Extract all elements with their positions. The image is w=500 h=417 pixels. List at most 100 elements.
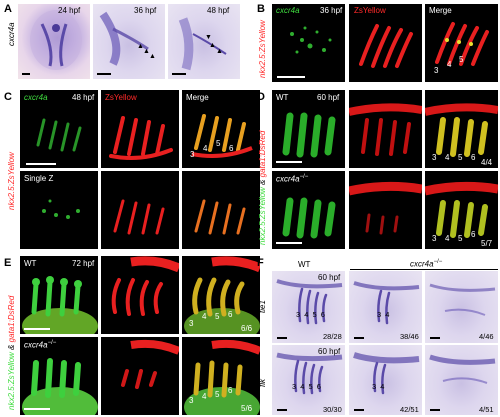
scale-bar [97,73,111,75]
embryo-staining [178,17,227,71]
genotype-label: cxcr4a−/− [276,174,309,184]
fluor-image-mut-merge [425,171,498,249]
arch-number: 3 [432,153,437,162]
ratio-label: 42/51 [400,405,419,414]
panel-letter: D [257,91,265,103]
embryo-staining [99,11,149,66]
arch-numbers: 3 4 [372,382,386,391]
scale-bar [277,76,305,78]
arrowhead-icon: ▲ [143,48,150,55]
scale-bar [24,408,50,410]
ratio-label: 4/4 [481,158,493,167]
time-label: 48 hpf [207,6,230,15]
time-label: 60 hpf [318,273,341,282]
scale-bar [172,73,186,75]
scale-bar [276,161,302,163]
arch-number: 3 [189,396,194,405]
red-signal [349,103,422,156]
ratio-label: 4/51 [479,405,494,414]
fluor-image-wt-green [20,256,98,334]
red-signal [121,339,179,389]
column-header-wt: WT [298,260,311,269]
panel-letter: C [4,91,12,103]
transgene-label: nkx2.5:ZsYellow [7,152,16,210]
green-signal [22,276,98,334]
merge-signal [194,199,246,235]
vessel-staining [276,279,343,325]
fluor-image-mut-green [272,171,345,249]
arch-number: 3 [434,66,439,75]
ratio-label: 30/30 [323,405,342,414]
fluor-image-merge-stack [182,90,260,168]
ish-image-48hpf [168,4,240,79]
merge-signal [435,22,489,66]
scale-bar [276,242,302,244]
arch-number: 5 [459,55,464,64]
channel-label: Merge [186,93,209,102]
time-label: 48 hpf [72,93,95,102]
arch-number: 4 [447,60,452,69]
channel-label: Merge [429,6,452,15]
time-label: 36 hpf [134,6,157,15]
genotype-label: WT [24,259,37,268]
channel-label: ZsYellow [105,93,137,102]
fluor-image-wt-merge [425,90,498,168]
fluor-image-green-stack [20,90,98,168]
fluor-image-green-singlez [20,171,98,249]
arch-number: 5 [215,312,220,321]
ish-image-flk-wt [272,345,345,415]
vessel-staining [353,352,420,395]
merge-signal [191,114,253,158]
arch-number: 6 [471,230,476,239]
red-signal [349,181,422,235]
vessel-staining [276,352,343,395]
arch-number: 3 [189,319,194,328]
ratio-label: 4/46 [479,332,494,341]
ratio-label: 5/6 [241,404,253,413]
scale-bar [354,337,364,339]
time-label: 36 hpf [320,6,343,15]
fluor-image-red [349,4,422,82]
fluor-image-mut-red [101,337,179,415]
fluor-image-merge [425,4,498,82]
ish-image-36hpf [93,4,165,79]
vessel-staining [429,354,496,384]
panel-letter: F [257,257,264,269]
red-signal [113,199,165,235]
embryo-staining [30,10,82,70]
red-signal [359,24,413,68]
subrow-label: Single Z [24,174,54,183]
scale-bar [277,337,287,339]
channel-label: ZsYellow [354,6,386,15]
time-label: 72 hpf [72,259,95,268]
scale-bar [24,328,50,330]
red-signal [111,256,179,316]
arch-number: 5 [216,139,221,148]
scale-bar [277,409,287,411]
green-signal [282,197,336,239]
arch-numbers: 3 4 [377,310,391,319]
arch-number: 3 [190,150,195,159]
fluor-image-merge-singlez [182,171,260,249]
time-label: 24 hpf [58,6,81,15]
ratio-label: 6/6 [241,324,253,333]
fluor-image-red-stack [101,90,179,168]
fluor-image-red-singlez [101,171,179,249]
scale-bar [26,163,56,165]
arch-numbers: 3 4 5 6 [296,310,326,319]
gene-label: tie1 [258,300,267,313]
ish-image-tie1-wt [272,271,345,343]
fluor-image-wt-red [101,256,179,334]
column-header-mutant: cxcr4a−/− [410,259,443,269]
arch-number: 6 [228,386,233,395]
channel-label: cxcr4a [276,6,300,15]
arch-number: 5 [458,153,463,162]
ish-image-tie1-mut-a [349,271,422,343]
red-signal [109,116,173,160]
merge-signal [425,103,498,157]
panel-letter: A [4,3,12,15]
column-header-rule [350,269,498,270]
panel-letter: B [257,3,265,15]
fluor-image-wt-merge [182,256,260,334]
arch-number: 4 [202,392,207,401]
